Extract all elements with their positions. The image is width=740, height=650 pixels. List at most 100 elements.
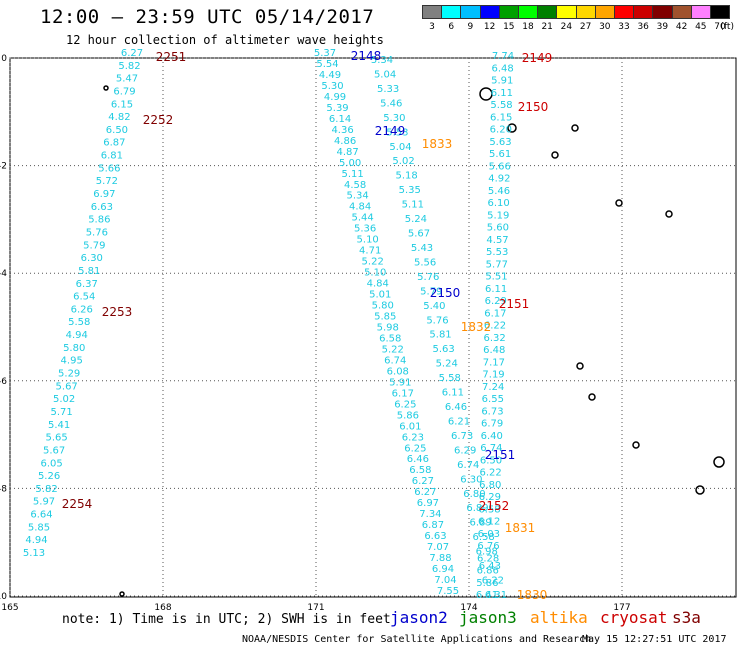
swh-value: 6.27 bbox=[414, 487, 436, 498]
swh-value: 5.86 bbox=[476, 578, 498, 589]
swh-value: 6.97 bbox=[93, 189, 115, 200]
swh-value: 6.58 bbox=[409, 465, 431, 476]
swh-value: 5.85 bbox=[28, 522, 50, 533]
swh-value: 6.43 bbox=[479, 561, 501, 572]
swh-value: 6.17 bbox=[392, 388, 414, 399]
swh-value: 5.86 bbox=[88, 215, 110, 226]
swh-value: 5.02 bbox=[392, 156, 414, 167]
pass-time-label: 2254 bbox=[62, 497, 93, 511]
swh-value: 5.19 bbox=[487, 210, 509, 221]
legend-altika: altika bbox=[530, 608, 588, 627]
swh-value: 5.01 bbox=[369, 290, 391, 301]
swh-value: 5.22 bbox=[382, 344, 404, 355]
swh-value: 6.08 bbox=[387, 366, 409, 377]
swh-value: 6.87 bbox=[103, 138, 125, 149]
swh-value: 6.79 bbox=[113, 86, 135, 97]
swh-value: 4.36 bbox=[331, 125, 353, 136]
pass-time-label: 2149 bbox=[522, 51, 553, 65]
swh-value: 6.10 bbox=[488, 198, 510, 209]
swh-value: 6.76 bbox=[477, 541, 499, 552]
island-outline bbox=[119, 591, 125, 597]
swh-value: 7.04 bbox=[434, 575, 456, 586]
swh-value: 6.26 bbox=[71, 304, 93, 315]
swh-value: 5.40 bbox=[423, 301, 445, 312]
swh-value: 5.22 bbox=[362, 257, 384, 268]
swh-value: 5.24 bbox=[436, 359, 458, 370]
swh-value: 5.61 bbox=[489, 149, 511, 160]
swh-value: 6.37 bbox=[76, 279, 98, 290]
swh-value: 5.11 bbox=[341, 169, 363, 180]
legend-s3a: s3a bbox=[672, 608, 701, 627]
swh-value: 5.46 bbox=[380, 98, 402, 109]
swh-value: 5.66 bbox=[98, 163, 120, 174]
swh-value: 5.34 bbox=[346, 191, 368, 202]
pass-time-label: 2251 bbox=[156, 50, 187, 64]
swh-value: 5.81 bbox=[429, 330, 451, 341]
swh-value: 5.34 bbox=[371, 55, 393, 66]
swh-value: 6.41 bbox=[476, 590, 498, 601]
swh-value: 6.28 bbox=[477, 553, 499, 564]
legend-jason2: jason2 bbox=[390, 608, 448, 627]
swh-value: 5.97 bbox=[33, 497, 55, 508]
swh-value: 5.76 bbox=[426, 315, 448, 326]
swh-value: 5.11 bbox=[402, 200, 424, 211]
swh-value: 5.85 bbox=[374, 312, 396, 323]
island-outline bbox=[632, 441, 640, 449]
swh-value: 5.79 bbox=[420, 286, 442, 297]
swh-value: 5.04 bbox=[389, 142, 411, 153]
swh-value: 5.67 bbox=[408, 229, 430, 240]
swh-value: 6.05 bbox=[40, 458, 62, 469]
swh-value: 5.56 bbox=[414, 257, 436, 268]
swh-value: 6.22 bbox=[482, 576, 504, 587]
scale-label: 30 bbox=[599, 22, 611, 32]
swh-value: 6.89 bbox=[466, 503, 488, 514]
swh-value: 6.46 bbox=[445, 402, 467, 413]
swh-value: 5.36 bbox=[354, 224, 376, 235]
swh-value: 6.63 bbox=[91, 202, 113, 213]
swh-value: 6.89 bbox=[469, 518, 491, 529]
swh-value: 6.46 bbox=[407, 454, 429, 465]
swh-value: 5.60 bbox=[487, 223, 509, 234]
pass-time-label: 1832 bbox=[461, 320, 492, 334]
lat-tick-label: -6 bbox=[0, 377, 7, 387]
lat-tick-label: -8 bbox=[0, 484, 7, 494]
swh-value: 4.95 bbox=[61, 356, 83, 367]
swh-value: 6.98 bbox=[476, 547, 498, 558]
generated-timestamp: May 15 12:27:51 UTC 2017 bbox=[582, 634, 727, 645]
swh-value: 5.79 bbox=[83, 240, 105, 251]
swh-value: 6.15 bbox=[490, 112, 512, 123]
swh-value: 5.63 bbox=[489, 137, 511, 148]
swh-value: 5.81 bbox=[78, 266, 100, 277]
lon-tick-label: 168 bbox=[154, 603, 171, 613]
swh-value: 6.25 bbox=[394, 399, 416, 410]
swh-value: 4.84 bbox=[349, 202, 371, 213]
swh-value: 5.35 bbox=[399, 185, 421, 196]
swh-value: 5.58 bbox=[439, 373, 461, 384]
map-frame bbox=[9, 57, 737, 598]
swh-value: 5.58 bbox=[490, 100, 512, 111]
swh-value: 6.58 bbox=[473, 532, 495, 543]
swh-value: 5.43 bbox=[411, 243, 433, 254]
swh-value: 6.32 bbox=[484, 333, 506, 344]
pass-time-label: 2150 bbox=[518, 100, 549, 114]
swh-value: 5.51 bbox=[485, 272, 507, 283]
swh-value: 5.18 bbox=[396, 171, 418, 182]
swh-value: 6.11 bbox=[442, 388, 464, 399]
lon-tick-label: 171 bbox=[307, 603, 324, 613]
pass-time-label: 2151 bbox=[485, 448, 516, 462]
swh-value: 4.58 bbox=[344, 180, 366, 191]
swh-value: 6.27 bbox=[121, 48, 143, 59]
swh-value: 6.63 bbox=[424, 531, 446, 542]
swh-value: 5.71 bbox=[51, 407, 73, 418]
swh-value: 6.54 bbox=[73, 292, 95, 303]
swh-value: 5.24 bbox=[405, 214, 427, 225]
scale-label: 45 bbox=[695, 22, 707, 32]
lat-tick-label: -2 bbox=[0, 162, 7, 172]
swh-value: 5.53 bbox=[386, 127, 408, 138]
swh-value: 6.94 bbox=[432, 564, 454, 575]
swh-value: 5.66 bbox=[489, 161, 511, 172]
swh-value: 6.79 bbox=[481, 419, 503, 430]
lon-tick-label: 174 bbox=[460, 603, 477, 613]
pass-time-label: 2152 bbox=[479, 499, 510, 513]
swh-value: 6.73 bbox=[451, 431, 473, 442]
